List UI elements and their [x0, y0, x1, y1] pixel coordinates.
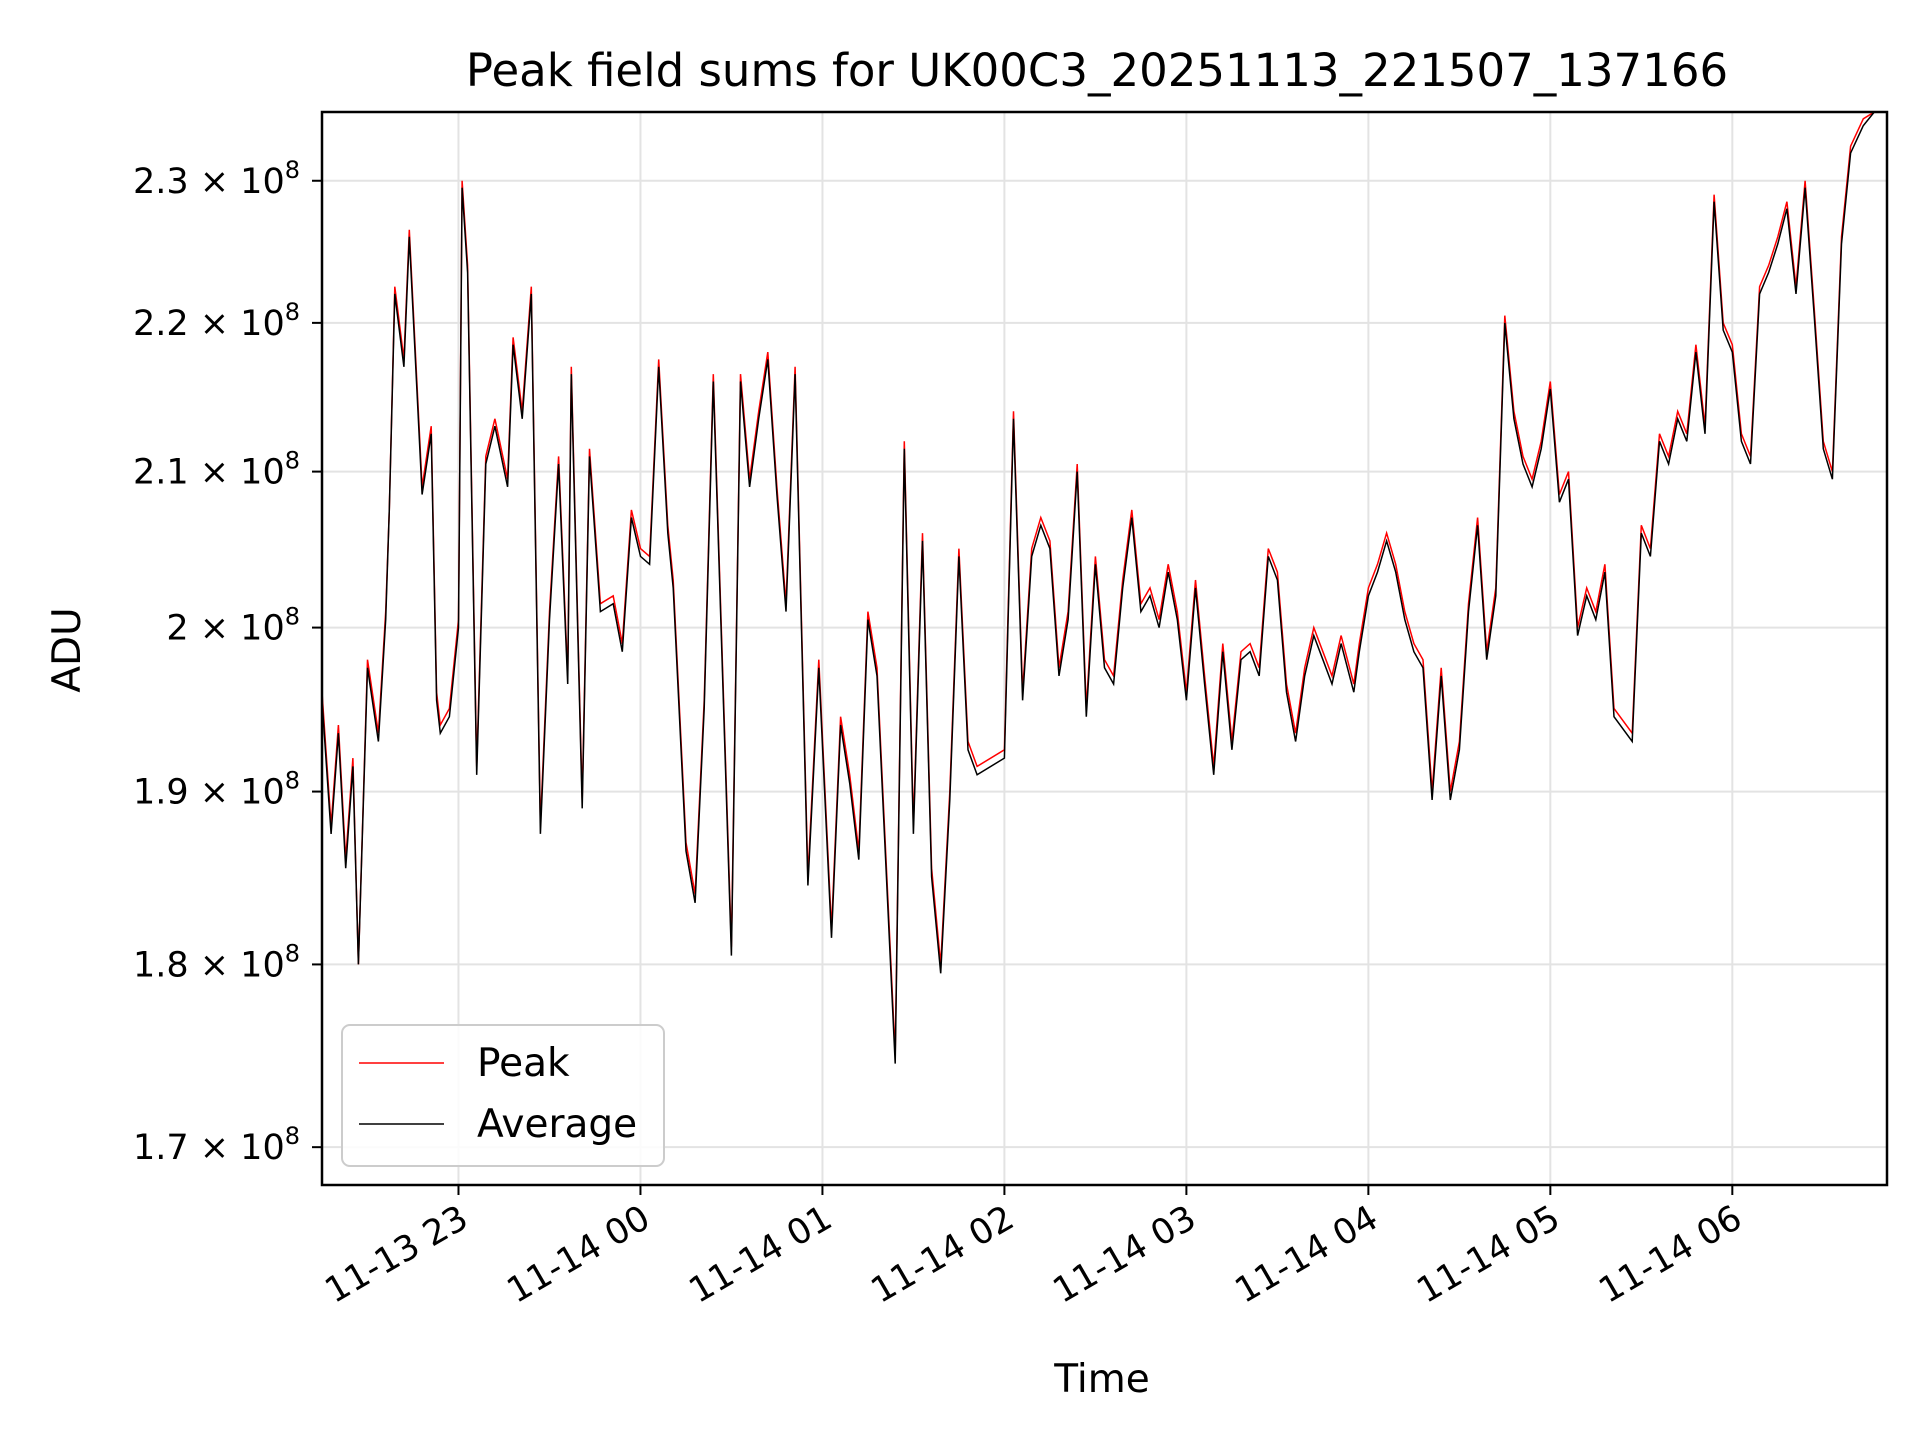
y-tick-label: 1.9 × 108 — [133, 767, 300, 813]
legend-box — [341, 1024, 665, 1167]
y-tick-label: 1.7 × 108 — [133, 1122, 300, 1168]
y-axis-label: ADU — [45, 607, 90, 692]
legend-peak-label: Peak — [477, 1041, 570, 1086]
chart-title: Peak field sums for UK00C3_20251113_2215… — [466, 44, 1728, 97]
y-tick-label: 2.1 × 108 — [133, 447, 300, 493]
series — [322, 112, 1875, 1064]
legend: Peak Average — [341, 1024, 665, 1167]
plot-frame — [320, 110, 1889, 1187]
legend-average-label: Average — [477, 1102, 637, 1147]
y-tick-label: 2.2 × 108 — [133, 298, 300, 344]
y-tick-label: 2 × 108 — [166, 603, 300, 649]
y-tick-label: 2.3 × 108 — [133, 156, 300, 202]
x-axis-label: Time — [1053, 1357, 1149, 1402]
y-tick-label: 1.8 × 108 — [133, 939, 300, 985]
average-series-line — [322, 112, 1875, 1064]
